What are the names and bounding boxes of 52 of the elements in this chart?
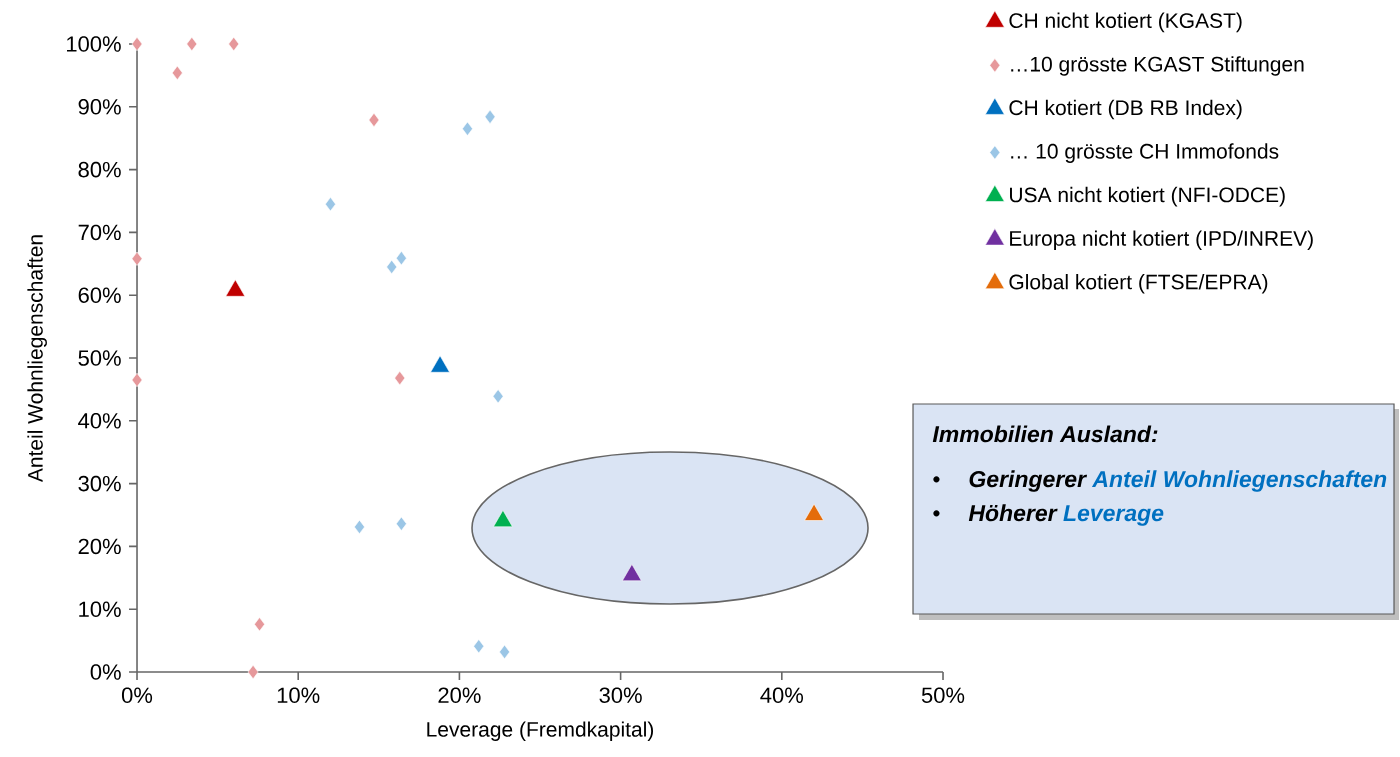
point bbox=[473, 639, 485, 654]
point bbox=[395, 516, 407, 531]
legend-label: CH nicht kotiert (KGAST) bbox=[1009, 12, 1242, 33]
text: Anteil Wohnliegenschaften bbox=[1091, 470, 1387, 492]
annotation: • bbox=[933, 476, 940, 483]
x-tick-label: 50% bbox=[921, 687, 965, 703]
point bbox=[325, 197, 336, 212]
point bbox=[131, 36, 143, 52]
y-tick-label: 80% bbox=[78, 161, 121, 178]
y-tick-label: 70% bbox=[78, 224, 121, 241]
y-tick-label: 90% bbox=[78, 99, 121, 115]
point bbox=[499, 644, 510, 659]
legend-label: …10 grösste KGAST Stiftungen bbox=[1011, 56, 1304, 76]
point bbox=[131, 372, 143, 388]
point bbox=[186, 36, 198, 52]
x-tick-label: 40% bbox=[760, 687, 804, 703]
text: Leverage bbox=[1063, 505, 1164, 526]
x-tick-label: 0% bbox=[121, 687, 153, 703]
y-tick-label: 10% bbox=[79, 601, 121, 617]
point bbox=[395, 251, 407, 266]
legend-label: Europa nicht kotiert (IPD/INREV) bbox=[1010, 230, 1313, 251]
x-axis-title: Leverage (Fremdkapital) bbox=[427, 721, 654, 741]
text: Höherer bbox=[968, 504, 1058, 522]
annotation: • bbox=[933, 510, 940, 517]
y-tick-label: 60% bbox=[78, 287, 121, 303]
x-tick-label: 20% bbox=[438, 687, 481, 703]
point bbox=[254, 617, 265, 632]
legend-label: CH kotiert (DB RB Index) bbox=[1009, 99, 1242, 120]
point bbox=[386, 259, 398, 275]
point bbox=[394, 371, 406, 386]
y-tick-label: 0% bbox=[90, 664, 121, 680]
point bbox=[247, 664, 259, 680]
annotation: Immobilien Ausland: bbox=[932, 425, 1158, 443]
point bbox=[368, 112, 380, 128]
text: Geringerer bbox=[969, 470, 1088, 492]
point bbox=[484, 109, 496, 124]
x-tick-label: 30% bbox=[599, 687, 642, 703]
point bbox=[228, 36, 240, 52]
point bbox=[131, 251, 143, 266]
y-tick-label: 30% bbox=[78, 475, 121, 492]
point bbox=[171, 65, 183, 80]
legend-label: … 10 grösste CH Immofonds bbox=[1011, 143, 1279, 163]
point bbox=[492, 389, 504, 404]
legend-label: USA nicht kotiert (NFI-ODCE) bbox=[1010, 186, 1285, 207]
y-tick-label: 100% bbox=[67, 36, 121, 52]
y-tick-label: 20% bbox=[78, 538, 121, 555]
legend-label: Global kotiert (FTSE/EPRA) bbox=[1009, 274, 1268, 294]
x-tick-label: 10% bbox=[277, 687, 320, 703]
y-tick-label: 50% bbox=[78, 350, 121, 366]
point bbox=[462, 121, 473, 136]
y-axis-title: Anteil Wohnliegenschaften bbox=[27, 235, 47, 483]
y-tick-label: 40% bbox=[78, 413, 121, 429]
